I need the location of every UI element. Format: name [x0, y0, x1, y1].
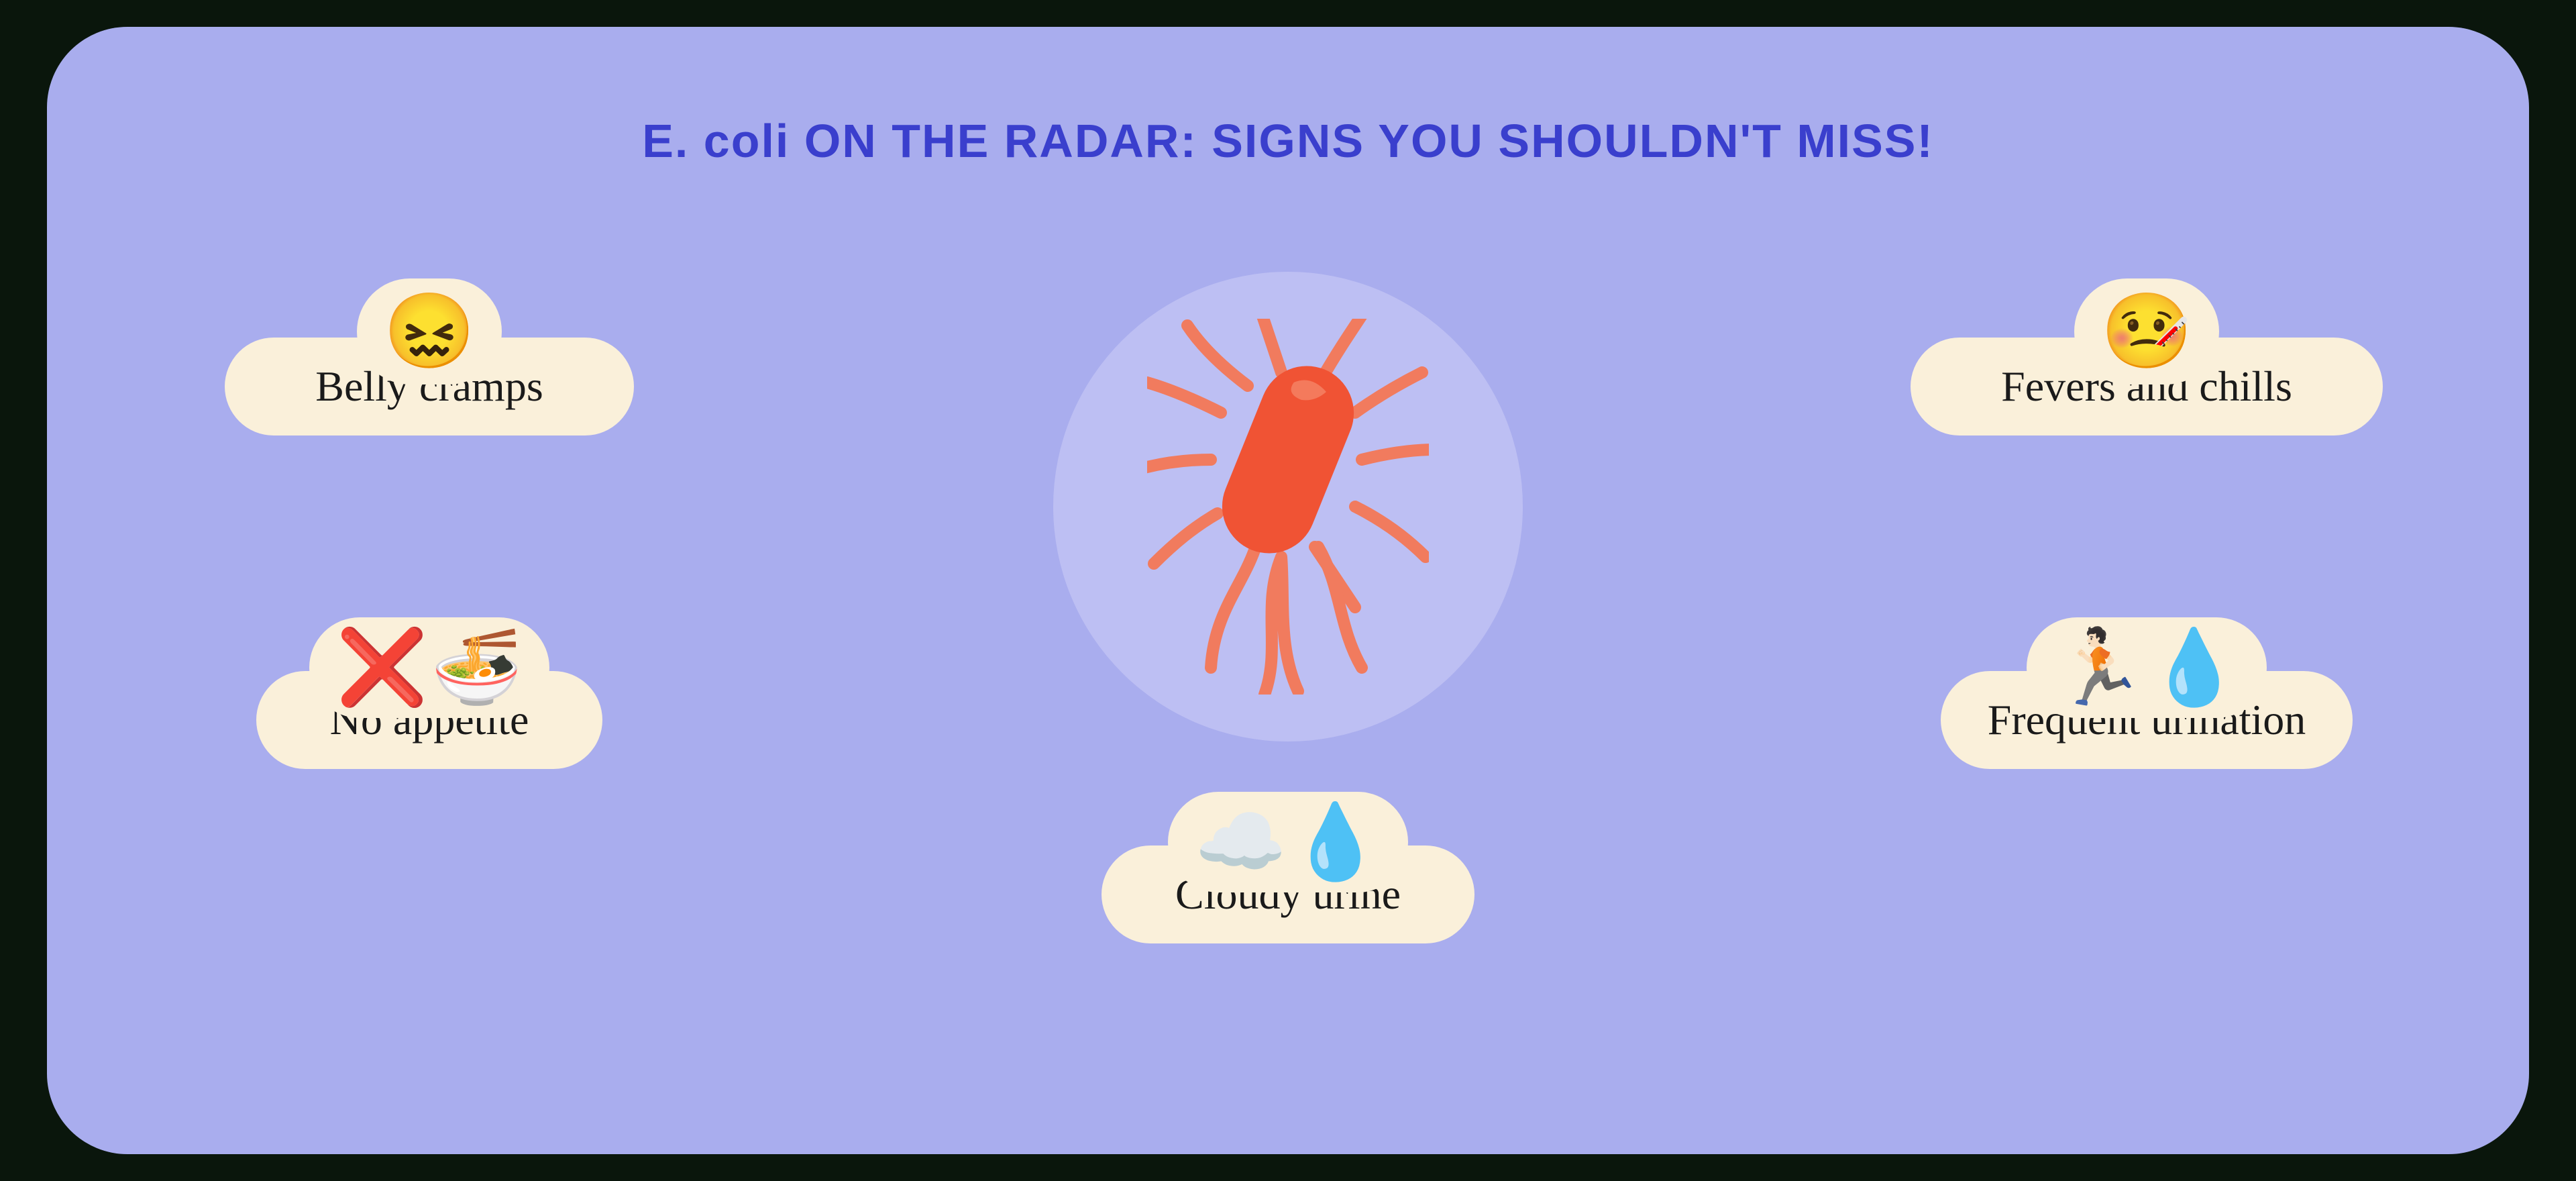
confounded-face-icon: 😖: [384, 295, 476, 368]
cloud-icon: ☁️: [1195, 805, 1287, 879]
bacteria-icon: [1147, 319, 1429, 695]
symptom-no-appetite: ❌ 🍜 No appetite: [168, 617, 691, 769]
droplet-icon: 💧: [1289, 805, 1381, 879]
symptom-icon-row: ☁️ 💧: [1168, 792, 1408, 892]
central-circle: [1053, 272, 1523, 741]
food-bowl-icon: 🍜: [431, 631, 523, 705]
infographic-card: E. coli ON THE RADAR: SIGNS YOU SHOULDN'…: [47, 27, 2529, 1154]
symptom-fevers-chills: 🤒 Fevers and chills: [1885, 278, 2408, 435]
cross-mark-icon: ❌: [336, 631, 428, 705]
thermometer-face-icon: 🤒: [2101, 295, 2193, 368]
running-person-icon: 🏃🏻: [2053, 631, 2145, 705]
droplet-icon: 💧: [2148, 631, 2240, 705]
symptom-icon-row: ❌ 🍜: [309, 617, 549, 718]
symptom-cloudy-urine: ☁️ 💧 Cloudy urine: [1026, 792, 1550, 943]
symptom-icon-row: 😖: [357, 278, 502, 384]
page-title: E. coli ON THE RADAR: SIGNS YOU SHOULDN'…: [47, 114, 2529, 168]
symptom-icon-row: 🤒: [2074, 278, 2220, 384]
symptom-frequent-urination: 🏃🏻 💧 Frequent urination: [1885, 617, 2408, 769]
symptom-icon-row: 🏃🏻 💧: [2027, 617, 2267, 718]
symptom-belly-cramps: 😖 Belly cramps: [168, 278, 691, 435]
